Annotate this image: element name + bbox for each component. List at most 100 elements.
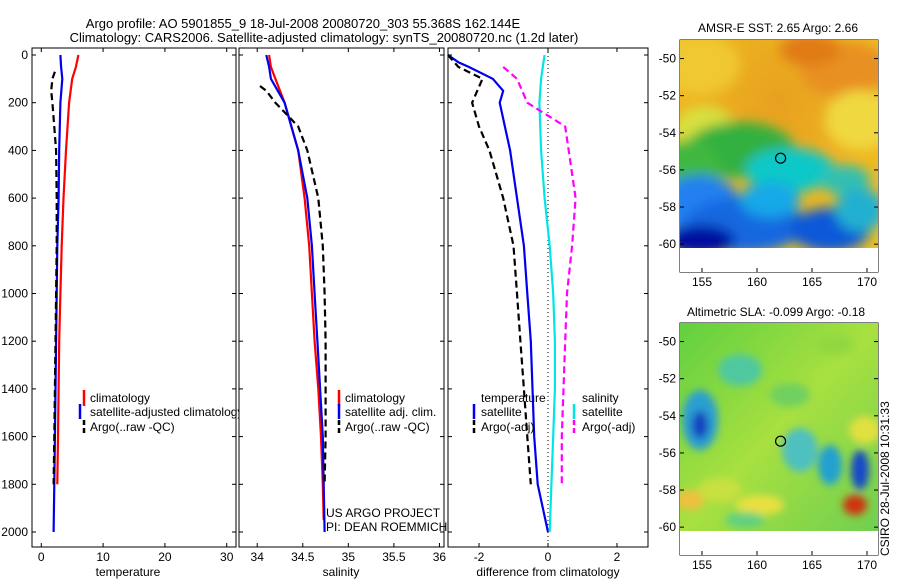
x-tick-label: 35.5	[382, 550, 406, 564]
y-tick-label: 1000	[1, 287, 28, 301]
sla-map-ticks: 155 160 165 170 -50 -52 -54 -56 -58 -60	[659, 335, 878, 572]
sst-field	[680, 40, 878, 248]
sst-map-panel: AMSR-E SST: 2.65 Argo: 2.66	[659, 21, 879, 289]
legend-sal-satellite-label: satellite	[582, 405, 623, 419]
x-tick-label: 35	[342, 550, 356, 564]
sla-map-panel: Altimetric SLA: -0.099 Argo: -0.18	[659, 305, 879, 572]
lon-tick-label: 170	[857, 558, 877, 572]
sst-profile-marker	[774, 152, 787, 164]
lat-tick-label: -52	[659, 89, 677, 103]
difference-axes-box	[447, 47, 649, 548]
difference-series	[447, 54, 577, 533]
lon-tick-label: 170	[857, 275, 877, 289]
x-tick-label: 20	[158, 550, 172, 564]
salinity-xlabel: salinity	[323, 565, 360, 579]
x-tick-label: 0	[545, 550, 552, 564]
temperature-xlabel: temperature	[96, 565, 161, 579]
x-tick-label: 2	[614, 550, 621, 564]
lat-tick-label: -60	[659, 520, 677, 534]
legend-argo-label: Argo(..raw -QC)	[90, 420, 175, 434]
lat-tick-label: -54	[659, 409, 677, 423]
lon-tick-label: 155	[692, 558, 712, 572]
legend-temp-argo-label: Argo(-adj)	[481, 420, 534, 434]
legend-satellite-adjusted-label: satellite-adjusted climatology	[90, 405, 243, 419]
series-temperature-satellite	[447, 54, 550, 533]
difference-ticks: -2 0 2	[448, 48, 648, 564]
x-tick-label: 0	[38, 550, 45, 564]
difference-legend: temperature satellite Argo(-adj) salinit…	[472, 391, 635, 434]
legend-temp-satellite-label: satellite	[481, 405, 522, 419]
legend-climatology-label: climatology	[90, 391, 150, 405]
project-line2: PI: DEAN ROEMMICH	[326, 520, 447, 534]
salinity-axes-box	[238, 47, 445, 548]
legend-argo-label: Argo(..raw -QC)	[345, 420, 430, 434]
x-tick-label: 30	[220, 550, 234, 564]
y-tick-label: 2000	[1, 525, 28, 539]
temperature-panel: 0 10 20 30 0 200 400 600 800 1000 1200 1400 1600 1800…	[1, 47, 243, 579]
lat-tick-label: -58	[659, 200, 677, 214]
temperature-axes-box	[31, 47, 237, 548]
lat-tick-label: -50	[659, 52, 677, 66]
y-tick-label: 800	[8, 239, 28, 253]
x-tick-label: 36	[433, 550, 447, 564]
project-line1: US ARGO PROJECT	[326, 506, 441, 520]
sla-map-nodata-strip	[680, 531, 878, 555]
salinity-ticks: 34 34.5 35 35.5 36	[239, 48, 446, 564]
lat-tick-label: -54	[659, 126, 677, 140]
temperature-series	[50, 54, 80, 533]
lat-tick-label: -50	[659, 335, 677, 349]
legend-climatology-label: climatology	[345, 391, 405, 405]
series-satellite-adj-clim	[265, 54, 326, 533]
temperature-ticks: 0 10 20 30 0 200 400 600 800 1000 1200 1400 1600 1800…	[1, 48, 236, 564]
y-tick-label: 1800	[1, 477, 28, 491]
y-tick-label: 600	[8, 191, 28, 205]
x-tick-label: 10	[96, 550, 110, 564]
lon-tick-label: 165	[802, 275, 822, 289]
series-argo-raw-qc	[259, 85, 327, 485]
x-tick-label: 34	[251, 550, 265, 564]
sla-map-title: Altimetric SLA: -0.099 Argo: -0.18	[687, 305, 865, 319]
lat-tick-label: -56	[659, 446, 677, 460]
y-tick-label: 1200	[1, 334, 28, 348]
lat-tick-label: -60	[659, 237, 677, 251]
sla-field	[680, 323, 878, 531]
y-tick-label: 400	[8, 143, 28, 157]
x-tick-label: -2	[474, 550, 485, 564]
y-tick-label: 0	[21, 48, 28, 62]
legend-satellite-adj-label: satellite adj. clim.	[345, 405, 436, 419]
sst-map-nodata-strip	[680, 248, 878, 272]
salinity-legend: climatology satellite adj. clim. Argo(..…	[337, 390, 436, 434]
y-tick-label: 1600	[1, 430, 28, 444]
salinity-series	[259, 54, 327, 533]
figure-title-line1: Argo profile: AO 5901855_9 18-Jul-2008 2…	[86, 16, 521, 31]
legend-temperature-title: temperature	[481, 391, 546, 405]
y-tick-label: 200	[8, 96, 28, 110]
figure-title-line2: Climatology: CARS2006. Satellite-adjuste…	[70, 30, 579, 45]
y-tick-label: 1400	[1, 382, 28, 396]
series-climatology	[56, 54, 80, 485]
series-climatology	[268, 54, 325, 521]
lat-tick-label: -52	[659, 372, 677, 386]
legend-salinity-title: salinity	[582, 391, 619, 405]
difference-panel: -2 0 2 difference from climatology tempera…	[447, 47, 649, 579]
series-salinity-satellite	[538, 54, 557, 533]
legend-sal-argo-label: Argo(-adj)	[582, 420, 635, 434]
credit-text: CSIRO 28-Jul-2008 10:31:33	[878, 401, 892, 556]
sst-map-title: AMSR-E SST: 2.65 Argo: 2.66	[698, 21, 858, 35]
x-tick-label: 34.5	[291, 550, 315, 564]
lat-tick-label: -56	[659, 163, 677, 177]
salinity-panel: 34 34.5 35 35.5 36 salinity climatology sate…	[238, 47, 447, 579]
lon-tick-label: 165	[802, 558, 822, 572]
difference-xlabel: difference from climatology	[476, 565, 619, 579]
sst-map-ticks: 155 160 165 170 -50 -52 -54 -56 -58 -60	[659, 52, 878, 289]
lat-tick-label: -58	[659, 483, 677, 497]
series-temperature-argo-adj	[447, 54, 532, 485]
sla-profile-marker	[774, 435, 787, 447]
lon-tick-label: 160	[747, 275, 767, 289]
series-salinity-argo-adj	[502, 66, 577, 485]
lon-tick-label: 155	[692, 275, 712, 289]
series-argo-raw-qc	[50, 71, 58, 485]
temperature-legend: climatology satellite-adjusted climatolo…	[78, 390, 243, 434]
lon-tick-label: 160	[747, 558, 767, 572]
